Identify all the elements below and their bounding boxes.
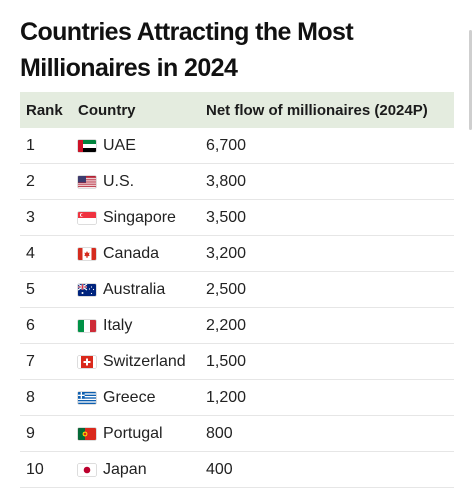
net-flow-cell: 3,200 [206,244,247,262]
table-body: 1 UAE 6,700 2 U.S. 3,800 3 Singapore 3,500 4 Canad… [20,128,454,488]
table-row: 3 Singapore 3,500 [20,200,454,236]
country-cell: Italy [78,317,206,335]
australia-flag-icon [78,283,96,296]
us-flag-icon [78,175,96,188]
title-line-2: Millionaires in 2024 [20,54,238,82]
net-flow-cell: 1,500 [206,352,247,370]
header-net-flow: Net flow of millionaires (2024P) [206,101,428,119]
rank-cell: 6 [26,316,35,334]
net-flow-cell: 400 [206,460,233,478]
header-country: Country [78,101,136,119]
country-cell: UAE [78,137,206,155]
net-flow-cell: 3,800 [206,172,247,190]
japan-flag-icon [78,463,96,476]
country-cell: Japan [78,461,206,479]
country-cell: U.S. [78,173,206,191]
canada-flag-icon [78,247,96,260]
header-rank: Rank [26,101,63,119]
country-name: Switzerland [103,352,186,370]
table-row: 4 Canada 3,200 [20,236,454,272]
country-cell: Australia [78,281,206,299]
country-cell: Greece [78,389,206,407]
net-flow-cell: 3,500 [206,208,247,226]
rank-cell: 8 [26,388,35,406]
country-name: Greece [103,388,156,406]
rank-cell: 5 [26,280,35,298]
country-name: Japan [103,460,147,478]
greece-flag-icon [78,391,96,404]
rank-cell: 9 [26,424,35,442]
rank-cell: 10 [26,460,44,478]
country-name: Canada [103,244,160,262]
table-row: 2 U.S. 3,800 [20,164,454,200]
country-cell: Portugal [78,425,206,443]
italy-flag-icon [78,319,96,332]
portugal-flag-icon [78,427,96,440]
country-cell: Switzerland [78,353,206,371]
rank-cell: 1 [26,136,35,154]
table-row: 5 Australia 2,500 [20,272,454,308]
net-flow-cell: 800 [206,424,233,442]
net-flow-cell: 1,200 [206,388,247,406]
country-name: Australia [103,280,166,298]
net-flow-cell: 6,700 [206,136,247,154]
switzerland-flag-icon [78,355,96,368]
country-name: Singapore [103,208,176,226]
scrollbar[interactable] [468,30,474,130]
country-name: U.S. [103,172,135,190]
country-cell: Singapore [78,209,206,227]
table-row: 1 UAE 6,700 [20,128,454,164]
rank-cell: 7 [26,352,35,370]
rank-cell: 4 [26,244,35,262]
singapore-flag-icon [78,211,96,224]
page-title: Countries Attracting the Most Millionair… [20,14,450,86]
table-row: 9 Portugal 800 [20,416,454,452]
table-row: 7 Switzerland 1,500 [20,344,454,380]
country-name: Italy [103,316,133,334]
table-header: Rank Country Net flow of millionaires (2… [20,92,454,128]
uae-flag-icon [78,139,96,152]
table-row: 10 Japan 400 [20,452,454,488]
country-name: UAE [103,136,136,154]
title-line-1: Countries Attracting the Most [20,18,354,46]
net-flow-cell: 2,500 [206,280,247,298]
table-row: 8 Greece 1,200 [20,380,454,416]
millionaire-table: Rank Country Net flow of millionaires (2… [20,92,454,488]
table-row: 6 Italy 2,200 [20,308,454,344]
rank-cell: 2 [26,172,35,190]
rank-cell: 3 [26,208,35,226]
country-name: Portugal [103,424,163,442]
scrollbar-thumb[interactable] [469,30,472,130]
country-cell: Canada [78,245,206,263]
net-flow-cell: 2,200 [206,316,247,334]
